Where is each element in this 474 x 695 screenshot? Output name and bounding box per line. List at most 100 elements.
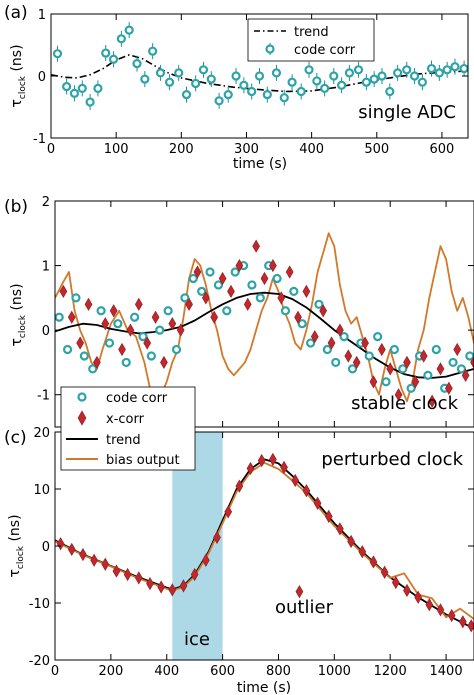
panel-a-ylabel-symbol: τ xyxy=(9,99,25,107)
panel-a-code-corr-point xyxy=(183,91,190,98)
panel-c-x-corr-point xyxy=(296,586,303,598)
panel-a-ylabel: τclock (ns) xyxy=(9,44,28,107)
panel-c-xtick-label: 800 xyxy=(266,664,291,679)
panel-a-code-corr-point xyxy=(79,85,86,92)
panel-b-code-corr-point xyxy=(123,359,130,366)
panel-a-code-corr-point xyxy=(216,97,223,104)
panel-c-x-corr-point xyxy=(124,569,131,581)
panel-b-ylabel-sub: clock xyxy=(18,314,28,338)
panel-a: (a) 0 100 200 300 400 500 600-101 time (s) τcl… xyxy=(4,3,468,172)
panel-b-code-corr-point xyxy=(408,385,415,392)
panel-a-ytick-label: 0 xyxy=(38,70,46,85)
panel-b-x-corr-point xyxy=(437,363,444,375)
panel-b-code-corr-point xyxy=(433,346,440,353)
panel-b-code-corr-point xyxy=(466,352,473,359)
panel-a-code-corr-point xyxy=(157,69,164,76)
panel-b-x-corr-point xyxy=(227,285,234,297)
panel-c-x-corr-point xyxy=(79,549,86,561)
panel-b-code-corr-point xyxy=(341,333,348,340)
panel-b-code-corr-point xyxy=(282,307,289,314)
panel-b-code-corr-point xyxy=(257,294,264,301)
panel-a-code-corr-point xyxy=(444,66,451,73)
panel-b-ylabel: τclock (ns) xyxy=(9,283,28,346)
panel-a-code-corr-point xyxy=(134,60,141,67)
panel-a-xlabel: time (s) xyxy=(233,156,287,172)
panel-a-code-corr-point xyxy=(225,91,232,98)
panel-b-ylabel-symbol: τ xyxy=(9,338,25,346)
panel-c-ylabel-unit: (ns) xyxy=(7,514,23,546)
panel-c-ylabel-symbol: τ xyxy=(7,569,23,577)
panel-a-code-corr-point xyxy=(63,83,70,90)
panel-b-x-corr-point xyxy=(387,363,394,375)
panel-b-x-corr-point xyxy=(378,344,385,356)
panel-b-code-corr-point xyxy=(114,320,121,327)
panel-c-xtick-label: 1200 xyxy=(374,664,407,679)
panel-a-code-corr-point xyxy=(411,73,418,80)
panel-a-xtick-label: 100 xyxy=(104,142,129,157)
panel-b-code-corr-point xyxy=(374,333,381,340)
panel-c-ytick-label: -10 xyxy=(29,597,50,612)
panel-c-annotation: perturbed clock xyxy=(321,449,463,470)
panel-b-x-corr-point xyxy=(303,285,310,297)
panel-a-code-corr-point xyxy=(338,82,345,89)
panel-a-code-corr-point xyxy=(256,73,263,80)
panel-b-code-corr-point xyxy=(349,365,356,372)
panel-a-code-corr-point xyxy=(451,63,458,70)
panel-a-ytick-label: 1 xyxy=(38,8,46,23)
panel-a-code-corr-point xyxy=(313,77,320,84)
panel-c-bias-output-line xyxy=(55,463,474,619)
panel-b-code-corr-point xyxy=(181,294,188,301)
outlier-label: outlier xyxy=(275,597,334,618)
panel-c-x-corr-point xyxy=(426,599,433,611)
panel-c-xlabel: time (s) xyxy=(237,680,291,695)
panel-b-x-corr-point xyxy=(135,298,142,310)
panel-a-code-corr-point xyxy=(264,91,271,98)
panel-a-code-corr-point xyxy=(355,66,362,73)
panel-b-annotation: stable clock xyxy=(351,393,458,414)
panel-c-trend-line xyxy=(55,459,474,628)
panel-b-code-corr-point xyxy=(72,294,79,301)
panel-c-x-corr-point xyxy=(468,620,474,632)
panel-b-plot xyxy=(55,233,474,407)
panel-b-code-corr-point xyxy=(332,359,339,366)
panel-a-xtick-label: 200 xyxy=(169,142,194,157)
panel-c-ylabel: τclock (ns) xyxy=(7,514,26,577)
panel-a-code-corr-point xyxy=(330,73,337,80)
panel-c-ytick-label: 20 xyxy=(33,426,50,441)
panel-a-label: (a) xyxy=(4,3,28,23)
panel-a-code-corr-point xyxy=(428,65,435,72)
panel-c-label: (c) xyxy=(4,428,27,448)
panel-a-code-corr-point xyxy=(233,73,240,80)
shared-legend-trend-label: trend xyxy=(106,433,141,448)
panel-a-code-corr-point xyxy=(461,65,468,72)
panel-b-code-corr-point xyxy=(315,301,322,308)
panel-b-code-corr-point xyxy=(173,346,180,353)
panel-b-code-corr-point xyxy=(207,269,214,276)
panel-b-code-corr-point xyxy=(399,365,406,372)
panel-a-code-corr-point xyxy=(118,35,125,42)
panel-b-code-corr-point xyxy=(450,359,457,366)
panel-c-x-corr-point xyxy=(68,543,75,555)
panel-a-code-corr-point xyxy=(363,79,370,86)
panel-a-code-corr-point xyxy=(306,66,313,73)
panel-a-code-corr-point xyxy=(208,76,215,83)
panel-a-xtick-label: 0 xyxy=(47,142,55,157)
shared-legend: code corr x-corr trend bias output xyxy=(61,387,195,470)
ice-label: ice xyxy=(184,629,210,650)
panel-a-code-corr-point xyxy=(166,79,173,86)
panel-b-x-corr-point xyxy=(345,350,352,362)
panel-a-code-corr-point xyxy=(436,69,443,76)
panel-c-xtick-label: 0 xyxy=(51,664,59,679)
panel-c-x-corr-point xyxy=(258,455,265,467)
panel-b-code-corr-point xyxy=(391,346,398,353)
panel-b-x-corr-point xyxy=(77,337,84,349)
panel-a-code-corr-point xyxy=(240,82,247,89)
panel-a-xtick-label: 300 xyxy=(234,142,259,157)
panel-a-code-corr-point xyxy=(175,69,182,76)
shared-legend-bias-label: bias output xyxy=(106,453,180,468)
shared-legend-codecorr-label: code corr xyxy=(106,391,168,406)
panel-a-code-corr-point xyxy=(126,27,133,34)
panel-c-ylabel-sub: clock xyxy=(16,545,26,569)
panel-a-code-corr-point xyxy=(419,79,426,86)
panel-a-annotation: single ADC xyxy=(358,102,456,123)
